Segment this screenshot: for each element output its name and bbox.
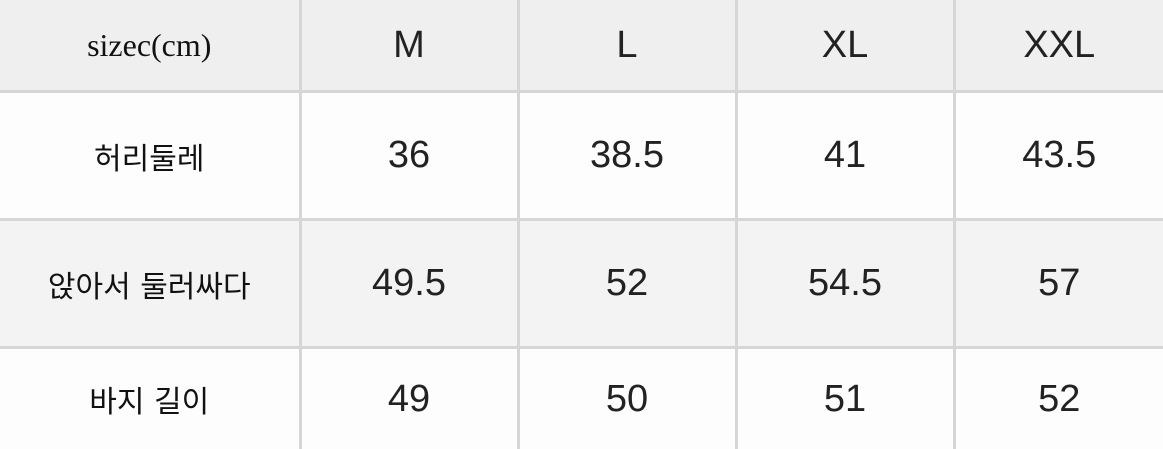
- table-cell: 36: [300, 92, 518, 220]
- table-cell: 52: [954, 348, 1163, 449]
- row-label: 바지 길이: [0, 348, 300, 449]
- table-row: 바지 길이 49 50 51 52: [0, 348, 1163, 449]
- row-label: 허리둘레: [0, 92, 300, 220]
- table-row: 허리둘레 36 38.5 41 43.5: [0, 92, 1163, 220]
- corner-header: sizec(cm): [0, 0, 300, 92]
- table-cell: 49: [300, 348, 518, 449]
- header-row: sizec(cm) M L XL XXL: [0, 0, 1163, 92]
- column-header-m: M: [300, 0, 518, 92]
- table-cell: 41: [736, 92, 954, 220]
- table-cell: 52: [518, 220, 736, 348]
- column-header-xl: XL: [736, 0, 954, 92]
- table-cell: 49.5: [300, 220, 518, 348]
- row-label: 앉아서 둘러싸다: [0, 220, 300, 348]
- table-cell: 51: [736, 348, 954, 449]
- table-cell: 54.5: [736, 220, 954, 348]
- table-row: 앉아서 둘러싸다 49.5 52 54.5 57: [0, 220, 1163, 348]
- column-header-xxl: XXL: [954, 0, 1163, 92]
- table-cell: 38.5: [518, 92, 736, 220]
- table-cell: 50: [518, 348, 736, 449]
- table-cell: 57: [954, 220, 1163, 348]
- column-header-l: L: [518, 0, 736, 92]
- table-cell: 43.5: [954, 92, 1163, 220]
